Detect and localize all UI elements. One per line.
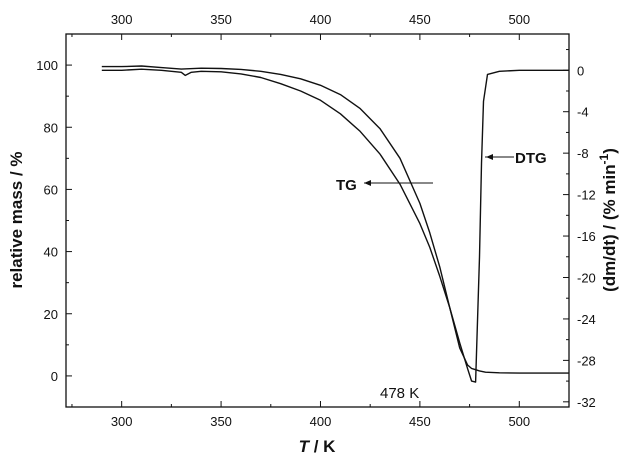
plot-frame <box>65 33 570 408</box>
x-tick-label-bottom: 500 <box>508 414 530 429</box>
y-right-tick-label: -8 <box>577 146 589 161</box>
peak-temperature-label: 478 K <box>380 385 419 402</box>
y-ticks-left: 0 20 40 60 80 100 <box>36 33 72 408</box>
series-layer <box>101 65 569 383</box>
y-right-tick-label: -4 <box>577 105 589 120</box>
x-tick-label-top: 450 <box>409 12 431 27</box>
y-left-tick-label: 60 <box>44 182 58 197</box>
tg-annotation-label: TG <box>336 177 357 194</box>
y-axis-right-title-close: ) <box>600 148 619 154</box>
x-ticks-bottom: 300 350 400 450 500 <box>71 401 570 429</box>
y-right-tick-label: 0 <box>577 63 584 78</box>
dtg-annotation-arrowhead <box>486 154 493 160</box>
dtg-annotation: DTG <box>485 150 547 167</box>
y-right-tick-label: -28 <box>577 353 596 368</box>
dtg-curve <box>101 68 569 383</box>
x-tick-label-top: 400 <box>310 12 332 27</box>
y-right-tick-label: -24 <box>577 312 596 327</box>
y-right-tick-label: -12 <box>577 188 596 203</box>
y-left-tick-label: 20 <box>44 307 58 322</box>
y-left-tick-label: 40 <box>44 245 58 260</box>
y-ticks-right: 0 -4 -8 -12 -16 -20 -24 -28 -32 <box>563 49 596 410</box>
y-left-tick-label: 100 <box>36 58 58 73</box>
x-axis-title-symbol: T <box>299 437 311 456</box>
x-tick-label-top: 500 <box>508 12 530 27</box>
x-tick-label-top: 300 <box>111 12 133 27</box>
tg-annotation-arrowhead <box>364 180 371 186</box>
y-axis-right-title: (dm/dt) / (% min-1) <box>597 148 619 292</box>
y-left-tick-label: 0 <box>51 369 58 384</box>
x-tick-label-bottom: 450 <box>409 414 431 429</box>
tg-annotation: TG <box>336 177 433 194</box>
y-right-tick-label: -16 <box>577 229 596 244</box>
x-tick-label-bottom: 400 <box>310 414 332 429</box>
y-axis-right-title-sup: -1 <box>597 153 611 164</box>
x-axis-title: T / K <box>299 437 337 456</box>
y-axis-right-title-main: (dm/dt) / (% min <box>600 164 619 291</box>
x-tick-label-bottom: 350 <box>210 414 232 429</box>
y-axis-left-title: relative mass / % <box>7 151 26 288</box>
x-axis-title-unit: / K <box>309 437 336 456</box>
dtg-annotation-label: DTG <box>515 150 547 167</box>
x-tick-label-bottom: 300 <box>111 414 133 429</box>
y-right-tick-label: -32 <box>577 395 596 410</box>
x-tick-label-top: 350 <box>210 12 232 27</box>
y-right-tick-label: -20 <box>577 270 596 285</box>
tg-curve <box>101 65 569 374</box>
x-ticks-top: 300 350 400 450 500 <box>71 12 570 40</box>
y-left-tick-label: 80 <box>44 120 58 135</box>
